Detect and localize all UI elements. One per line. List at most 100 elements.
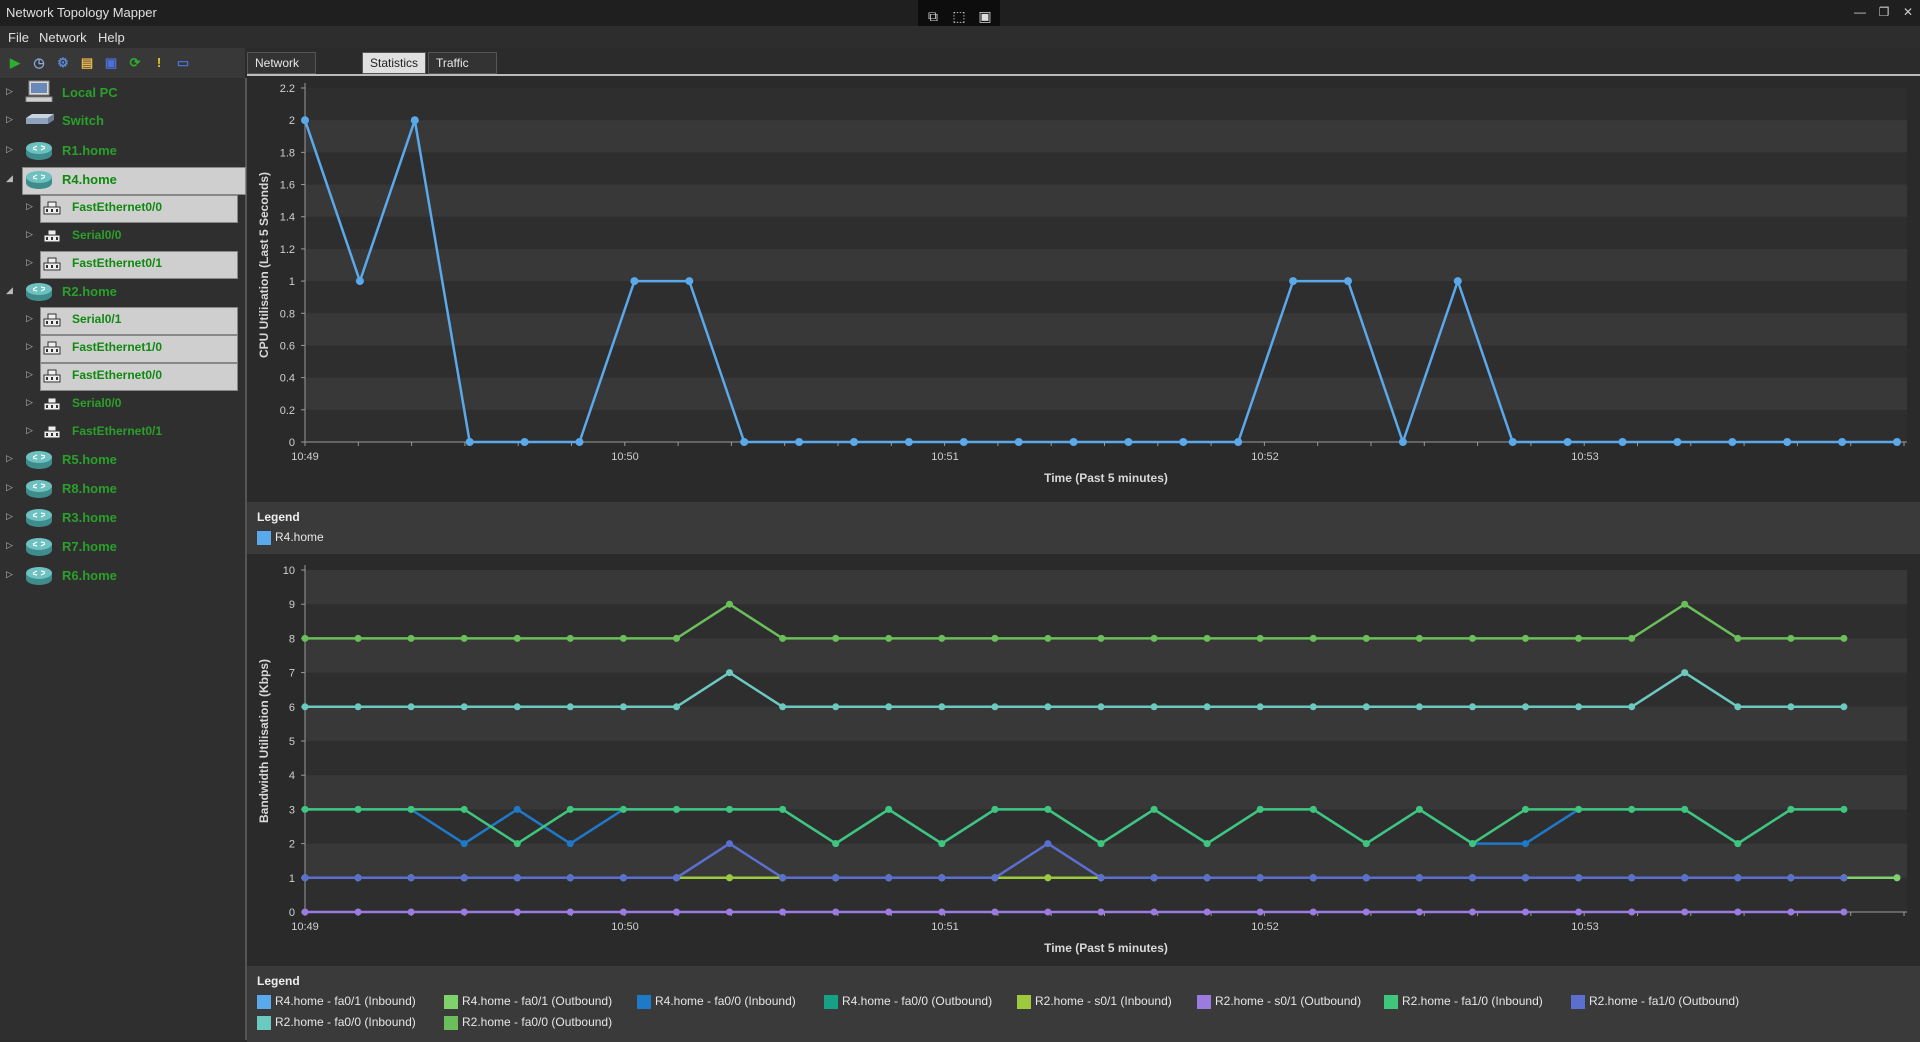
tree-interface-item[interactable]: ▷ FastEthernet0/0 <box>26 363 241 391</box>
clock-icon[interactable]: ◷ <box>33 55 45 70</box>
data-point[interactable] <box>1256 703 1264 711</box>
data-point[interactable] <box>1628 908 1636 916</box>
legend-item[interactable]: R2.home - s0/1 (Outbound) <box>1197 994 1361 1010</box>
data-point[interactable] <box>1256 874 1264 882</box>
tree-device-item[interactable]: ▷ Local PC <box>6 80 241 106</box>
data-point[interactable] <box>850 438 858 446</box>
data-point[interactable] <box>1309 703 1317 711</box>
data-point[interactable] <box>1734 908 1742 916</box>
data-point[interactable] <box>1522 634 1529 642</box>
data-point[interactable] <box>673 703 680 711</box>
data-point[interactable] <box>407 874 415 882</box>
menu-file[interactable]: File <box>8 30 29 45</box>
data-point[interactable] <box>630 277 639 286</box>
legend-item[interactable]: R2.home - fa0/0 (Outbound) <box>444 1015 612 1031</box>
data-point[interactable] <box>938 840 946 848</box>
data-point[interactable] <box>1840 874 1848 882</box>
data-point[interactable] <box>1575 874 1583 882</box>
network-icon[interactable]: ⚙ <box>57 55 69 70</box>
data-point[interactable] <box>991 703 999 711</box>
data-point[interactable] <box>1787 874 1795 882</box>
data-point[interactable] <box>354 908 362 916</box>
data-point[interactable] <box>1309 874 1317 882</box>
expand-arrow-icon[interactable]: ▷ <box>6 569 13 579</box>
data-point[interactable] <box>1469 634 1476 642</box>
data-point[interactable] <box>301 874 309 882</box>
data-point[interactable] <box>1673 438 1682 446</box>
expand-arrow-icon[interactable]: ▷ <box>6 144 13 154</box>
tree-device-item[interactable]: ▷ R1.home <box>6 138 241 164</box>
legend-item[interactable]: R2.home - fa1/0 (Inbound) <box>1384 994 1543 1010</box>
tree-device-item[interactable]: ▷ R7.home <box>6 534 241 560</box>
tree-interface-item[interactable]: ▷ Serial0/0 <box>26 391 241 417</box>
data-point[interactable] <box>779 634 787 642</box>
data-point[interactable] <box>779 805 787 813</box>
data-point[interactable] <box>673 874 680 882</box>
data-point[interactable] <box>938 634 946 642</box>
data-point[interactable] <box>673 805 680 813</box>
data-point[interactable] <box>520 438 529 446</box>
data-point[interactable] <box>959 438 968 446</box>
data-point[interactable] <box>1840 908 1848 916</box>
tree-interface-item[interactable]: ▷ FastEthernet0/1 <box>26 251 241 279</box>
data-point[interactable] <box>1415 634 1423 642</box>
data-point[interactable] <box>1415 703 1423 711</box>
data-point[interactable] <box>1787 634 1795 642</box>
data-point[interactable] <box>1044 908 1052 916</box>
tree-interface-item[interactable]: ▷ FastEthernet0/1 <box>26 419 241 445</box>
data-point[interactable] <box>619 805 627 813</box>
data-point[interactable] <box>1044 874 1052 882</box>
data-point[interactable] <box>1044 634 1052 642</box>
tree-device-item[interactable]: ◢ R4.home <box>6 167 246 195</box>
data-point[interactable] <box>885 908 893 916</box>
data-point[interactable] <box>1362 908 1370 916</box>
tree-device-item[interactable]: ▷ R5.home <box>6 447 241 473</box>
data-point[interactable] <box>1681 805 1689 813</box>
data-point[interactable] <box>1150 908 1158 916</box>
data-point[interactable] <box>1575 634 1583 642</box>
data-point[interactable] <box>1728 438 1737 446</box>
data-point[interactable] <box>1628 703 1636 711</box>
legend-item[interactable]: R4.home - fa0/1 (Outbound) <box>444 994 612 1010</box>
data-point[interactable] <box>513 840 521 848</box>
data-point[interactable] <box>1575 805 1583 813</box>
data-point[interactable] <box>1787 805 1795 813</box>
data-point[interactable] <box>1362 840 1370 848</box>
data-point[interactable] <box>1734 634 1742 642</box>
expand-arrow-icon[interactable]: ▷ <box>26 313 33 323</box>
data-point[interactable] <box>513 874 521 882</box>
data-point[interactable] <box>460 703 468 711</box>
data-point[interactable] <box>1256 805 1264 813</box>
data-point[interactable] <box>726 805 733 813</box>
data-point[interactable] <box>1179 438 1188 446</box>
expand-arrow-icon[interactable]: ▷ <box>26 397 33 407</box>
tab-traffic-prediction[interactable]: Traffic Prediction <box>428 52 498 90</box>
data-point[interactable] <box>904 438 913 446</box>
data-point[interactable] <box>832 908 840 916</box>
data-point[interactable] <box>1575 703 1583 711</box>
maximize-icon[interactable]: ❐ <box>1878 5 1890 19</box>
data-point[interactable] <box>1289 277 1298 286</box>
data-point[interactable] <box>301 703 309 711</box>
data-point[interactable] <box>1840 703 1848 711</box>
data-point[interactable] <box>779 703 787 711</box>
data-point[interactable] <box>1069 438 1078 446</box>
data-point[interactable] <box>1203 703 1211 711</box>
data-point[interactable] <box>885 805 893 813</box>
data-point[interactable] <box>566 908 574 916</box>
data-point[interactable] <box>685 277 694 286</box>
data-point[interactable] <box>1522 805 1529 813</box>
data-point[interactable] <box>1097 703 1105 711</box>
data-point[interactable] <box>726 669 733 677</box>
data-point[interactable] <box>407 703 415 711</box>
data-point[interactable] <box>1344 277 1352 286</box>
data-point[interactable] <box>991 805 999 813</box>
legend-item[interactable]: R4.home - fa0/0 (Outbound) <box>824 994 992 1010</box>
data-point[interactable] <box>1415 908 1423 916</box>
data-point[interactable] <box>1044 703 1052 711</box>
data-point[interactable] <box>575 438 584 446</box>
data-point[interactable] <box>1469 703 1476 711</box>
data-point[interactable] <box>1203 840 1211 848</box>
data-point[interactable] <box>1628 634 1636 642</box>
data-point[interactable] <box>832 874 840 882</box>
